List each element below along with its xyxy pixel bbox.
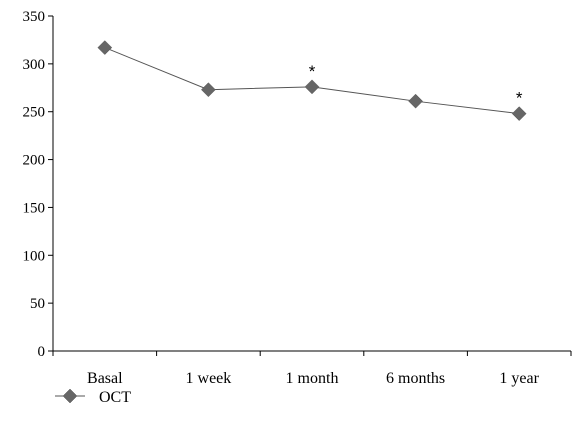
x-tick-label: 1 week [186, 370, 232, 387]
data-point-marker [97, 40, 113, 55]
y-tick-label: 50 [30, 296, 45, 312]
y-tick-label: 300 [23, 57, 46, 73]
data-point-marker [408, 93, 423, 109]
y-tick-label: 350 [23, 9, 46, 25]
x-tick-label: 6 months [386, 370, 445, 387]
data-point-marker [304, 79, 320, 95]
legend-label: OCT [99, 389, 131, 406]
data-point-marker [201, 82, 216, 98]
significance-marker: * [516, 89, 523, 108]
x-tick-label: 1 year [499, 370, 539, 387]
y-tick-label: 100 [23, 248, 46, 264]
x-tick-label: Basal [87, 370, 123, 387]
x-axis-ticks: Basal 1 week 1 month 6 months 1 year [52, 351, 572, 387]
x-tick-label: 1 month [286, 370, 339, 387]
y-tick-label: 0 [38, 344, 46, 360]
significance-marker: * [309, 62, 316, 81]
y-tick-label: 250 [23, 105, 46, 121]
series-layer [97, 40, 527, 121]
y-axis-ticks: 0 50 100 150 200 250 300 350 [23, 9, 53, 360]
data-point-marker [511, 106, 527, 121]
y-tick-label: 150 [23, 200, 46, 216]
legend: OCT [55, 388, 131, 406]
legend-swatch-marker [62, 388, 78, 404]
annotations: ** [309, 62, 523, 108]
y-tick-label: 200 [23, 153, 46, 169]
axes [52, 16, 571, 352]
